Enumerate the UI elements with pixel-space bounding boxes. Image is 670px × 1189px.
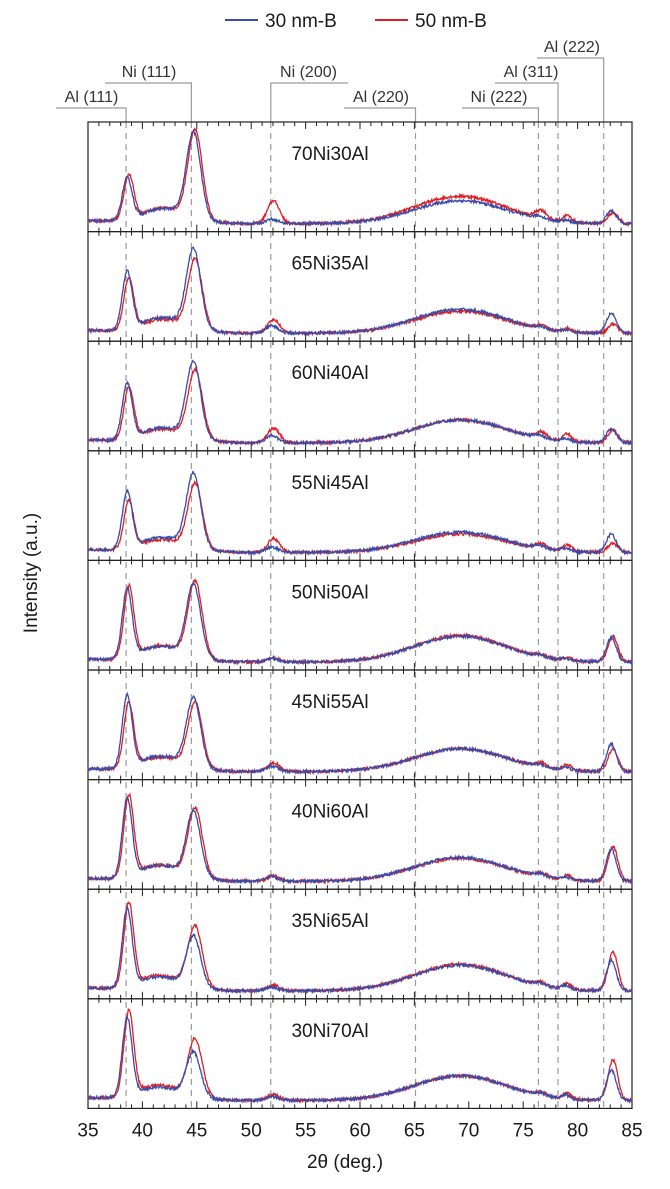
panel-65ni35al: 65Ni35Al	[87, 231, 633, 342]
panel-label: 35Ni65Al	[291, 911, 368, 932]
x-tick-label: 55	[295, 1120, 316, 1141]
panel-frame	[87, 340, 633, 452]
panel-45ni55al: 45Ni55Al	[87, 669, 633, 781]
ref-leader-ni111	[105, 82, 192, 122]
x-tick-label: 85	[621, 1120, 642, 1141]
panel-frame	[87, 121, 633, 233]
panel-label: 50Ni50Al	[291, 582, 368, 603]
y-axis-label: Intensity (a.u.)	[21, 513, 42, 633]
series-line-50-nm-b	[87, 578, 633, 666]
panel-frame	[87, 778, 633, 890]
panel-70ni30al: 70Ni30Al	[87, 121, 633, 233]
series-line-50-nm-b	[87, 480, 633, 556]
series-line-30-nm-b	[87, 130, 633, 228]
x-tick-label: 50	[241, 1120, 262, 1141]
x-tick-label: 45	[186, 1120, 207, 1141]
panel-35ni65al: 35Ni65Al	[87, 888, 633, 1000]
x-axis: 35 40 45 50 55 60 65 70 75 80 85	[77, 1120, 642, 1141]
x-tick-label: 60	[349, 1120, 370, 1141]
ref-label-ni200: Ni (200)	[280, 64, 337, 81]
ref-label-al220: Al (220)	[353, 89, 409, 106]
ref-leader-al311	[495, 82, 559, 122]
panel-frame	[87, 231, 633, 342]
ref-leader-al222	[537, 57, 605, 122]
panel-label: 30Ni70Al	[291, 1021, 368, 1042]
panel-label: 40Ni60Al	[291, 802, 368, 823]
ref-label-al222: Al (222)	[544, 39, 600, 56]
x-tick-label: 65	[404, 1120, 425, 1141]
panels: 70Ni30Al 65Ni35Al 60Ni40Al 55Ni45Al 50Ni50Al…	[87, 121, 633, 1109]
series-line-30-nm-b	[87, 796, 633, 885]
series-line-30-nm-b	[87, 246, 633, 337]
panel-55ni45al: 55Ni45Al	[87, 450, 633, 561]
ref-label-al111: Al (111)	[65, 89, 119, 106]
ref-leader-ni200	[270, 82, 348, 122]
x-tick-label: 80	[567, 1120, 588, 1141]
ref-leader-al220	[344, 107, 417, 122]
panel-frame	[87, 450, 633, 561]
legend: 30 nm-B 50 nm-B	[225, 11, 487, 32]
panel-60ni40al: 60Ni40Al	[87, 340, 633, 452]
panel-label: 65Ni35Al	[291, 254, 368, 275]
series-line-30-nm-b	[87, 1015, 633, 1105]
x-tick-label: 35	[77, 1120, 98, 1141]
x-tick-label: 40	[132, 1120, 153, 1141]
x-axis-label: 2θ (deg.)	[307, 1152, 383, 1173]
peak-markers: Al (111)Ni (111) Ni (200) Al (220) Ni (222)…	[56, 39, 605, 1109]
panel-label: 70Ni30Al	[291, 144, 368, 165]
x-tick-label: 70	[458, 1120, 479, 1141]
x-tick-label: 75	[513, 1120, 534, 1141]
panel-40ni60al: 40Ni60Al	[87, 778, 633, 890]
panel-frame	[87, 888, 633, 1000]
ref-label-ni111: Ni (111)	[122, 64, 177, 81]
series-line-30-nm-b	[87, 691, 633, 776]
panel-frame	[87, 559, 633, 671]
panel-label: 55Ni45Al	[291, 473, 368, 494]
panel-label: 45Ni55Al	[291, 692, 368, 713]
ref-label-ni222: Ni (222)	[471, 89, 528, 106]
ref-leader-ni222	[462, 107, 540, 122]
panel-50ni50al: 50Ni50Al	[87, 559, 633, 671]
series-line-30-nm-b	[87, 906, 633, 995]
panel-frame	[87, 669, 633, 781]
ref-label-al311: Al (311)	[504, 64, 559, 81]
legend-label-30nm: 30 nm-B	[265, 11, 337, 32]
legend-label-50nm: 50 nm-B	[415, 11, 487, 32]
ref-leader-al111	[56, 107, 127, 122]
series-line-30-nm-b	[87, 470, 633, 557]
panel-label: 60Ni40Al	[291, 363, 368, 384]
panel-frame	[87, 998, 633, 1109]
panel-30ni70al: 30Ni70Al	[87, 998, 633, 1109]
series-line-30-nm-b	[87, 359, 633, 447]
series-line-30-nm-b	[87, 581, 633, 666]
